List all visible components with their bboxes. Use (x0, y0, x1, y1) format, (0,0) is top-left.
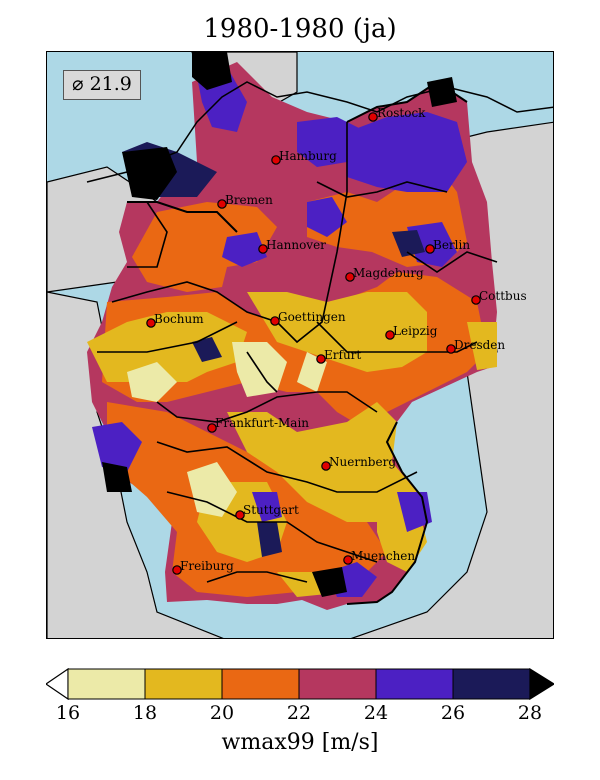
city-label-bremen: Bremen (225, 193, 273, 207)
city-marker-hannover (258, 244, 268, 254)
city-marker-bremen (217, 199, 227, 209)
colorbar-tick-28: 28 (517, 702, 543, 724)
colorbar-tick-16: 16 (55, 702, 81, 724)
city-marker-freiburg (172, 565, 182, 575)
colorbar-tick-20: 20 (209, 702, 235, 724)
coastline (86, 81, 553, 183)
mean-value-box: ⌀ 21.9 (63, 70, 141, 100)
city-marker-goettingen (270, 316, 280, 326)
city-label-leipzig: Leipzig (393, 324, 438, 338)
city-marker-muenchen (343, 555, 353, 565)
city-label-nuernberg: Nuernberg (329, 455, 396, 469)
colorbar-under-triangle (46, 668, 69, 700)
city-marker-magdeburg (345, 272, 355, 282)
colorbar-bin-24-26 (375, 668, 454, 700)
city-label-frankfurt-main: Frankfurt-Main (215, 416, 309, 430)
colorbar-tick-18: 18 (132, 702, 158, 724)
city-marker-cottbus (471, 295, 481, 305)
city-marker-dresden (446, 344, 456, 354)
map-panel: Rostock Hamburg Bremen Hannover Berlin M… (46, 51, 554, 639)
colorbar-bin-22-24 (298, 668, 377, 700)
colorbar (46, 668, 554, 700)
colorbar-over-triangle (529, 668, 554, 700)
colorbar-tick-24: 24 (363, 702, 389, 724)
city-marker-berlin (425, 244, 435, 254)
map-canvas: Rostock Hamburg Bremen Hannover Berlin M… (47, 52, 553, 638)
city-label-hannover: Hannover (266, 238, 326, 252)
city-marker-leipzig (385, 330, 395, 340)
zone-18-20 (87, 292, 497, 597)
colorbar-bin-16-18 (67, 668, 146, 700)
state-borders (97, 122, 498, 583)
colorbar-label: wmax99 [m/s] (221, 730, 379, 755)
city-label-stuttgart: Stuttgart (243, 503, 299, 517)
city-label-bochum: Bochum (154, 312, 204, 326)
colorbar-bin-20-22 (221, 668, 300, 700)
city-label-berlin: Berlin (433, 238, 470, 252)
city-marker-stuttgart (235, 510, 245, 520)
colorbar-tick-22: 22 (286, 702, 312, 724)
colorbar-bin-18-20 (144, 668, 223, 700)
city-label-dresden: Dresden (454, 338, 505, 352)
city-label-muenchen: Muenchen (351, 549, 415, 563)
city-label-cottbus: Cottbus (479, 289, 527, 303)
city-label-magdeburg: Magdeburg (353, 266, 424, 280)
city-marker-erfurt (316, 354, 326, 364)
city-label-hamburg: Hamburg (279, 149, 337, 163)
city-marker-frankfurt-main (207, 423, 217, 433)
zone-24-26 (92, 67, 467, 597)
city-marker-nuernberg (321, 461, 331, 471)
city-marker-bochum (146, 318, 156, 328)
city-label-rostock: Rostock (377, 106, 426, 120)
map-title: 1980-1980 (ja) (203, 14, 397, 44)
city-label-erfurt: Erfurt (324, 348, 361, 362)
city-label-freiburg: Freiburg (180, 559, 234, 573)
city-marker-hamburg (271, 155, 281, 165)
colorbar-bin-26-28 (452, 668, 531, 700)
colorbar-tick-26: 26 (440, 702, 466, 724)
zone-16-18 (127, 342, 327, 517)
city-marker-rostock (368, 112, 378, 122)
city-label-goettingen: Goettingen (278, 310, 346, 324)
city-markers: Rostock Hamburg Bremen Hannover Berlin M… (146, 106, 527, 575)
